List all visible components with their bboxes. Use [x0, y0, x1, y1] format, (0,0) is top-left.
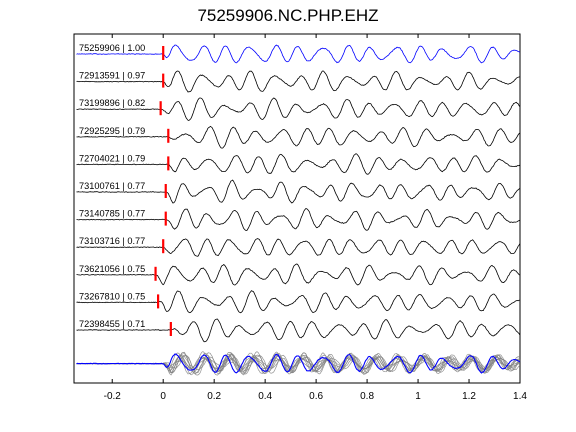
x-tick-label: 0.2	[207, 391, 221, 402]
figure-title: 75259906.NC.PHP.EHZ	[197, 6, 379, 25]
trace-label: 72925295 | 0.79	[79, 126, 145, 136]
waveform-trace	[76, 70, 520, 93]
stack-template-trace	[76, 353, 521, 374]
trace-label: 73103716 | 0.77	[79, 236, 145, 246]
x-axis: -0.2 0 0.2 0.4 0.6 0.8 1 1.2 1.4	[104, 34, 527, 402]
trace-label: 72913591 | 0.97	[79, 71, 145, 81]
x-tick-label: -0.2	[104, 391, 122, 402]
x-tick-label: 0.6	[309, 391, 323, 402]
plot-axes-box	[73, 33, 521, 384]
x-tick-label: 0.4	[258, 391, 272, 402]
trace-label: 73140785 | 0.77	[79, 209, 145, 219]
waveform-trace	[76, 125, 521, 149]
stack-layer	[76, 351, 521, 376]
x-tick-label: 0	[160, 391, 166, 402]
x-tick-label: 0.8	[360, 391, 374, 402]
labels-layer: 75259906 | 1.00 72913591 | 0.97 73199896 |…	[79, 43, 145, 329]
trace-label: 73199896 | 0.82	[79, 98, 145, 108]
waveform-trace	[76, 238, 521, 257]
trace-label: 73621056 | 0.75	[79, 264, 145, 274]
waveform-trace	[76, 208, 521, 231]
x-tick-label: 1	[415, 391, 421, 402]
waveform-trace	[76, 318, 521, 343]
trace-label: 73267810 | 0.75	[79, 291, 145, 301]
trace-label: 72704021 | 0.79	[79, 153, 145, 163]
waveform-trace	[76, 44, 521, 64]
x-tick-label: 1.4	[513, 391, 527, 402]
traces-layer	[76, 44, 521, 343]
waveform-trace	[76, 290, 520, 314]
x-tick-label: 1.2	[462, 391, 476, 402]
trace-label: 75259906 | 1.00	[79, 43, 145, 53]
trace-label: 72398455 | 0.71	[79, 319, 145, 329]
waveform-trace	[76, 153, 521, 175]
picks-layer	[154, 46, 172, 336]
trace-label: 73100761 | 0.77	[79, 181, 145, 191]
waveform-trace	[76, 263, 521, 286]
waveform-trace	[76, 97, 521, 121]
waveform-trace	[76, 179, 521, 204]
